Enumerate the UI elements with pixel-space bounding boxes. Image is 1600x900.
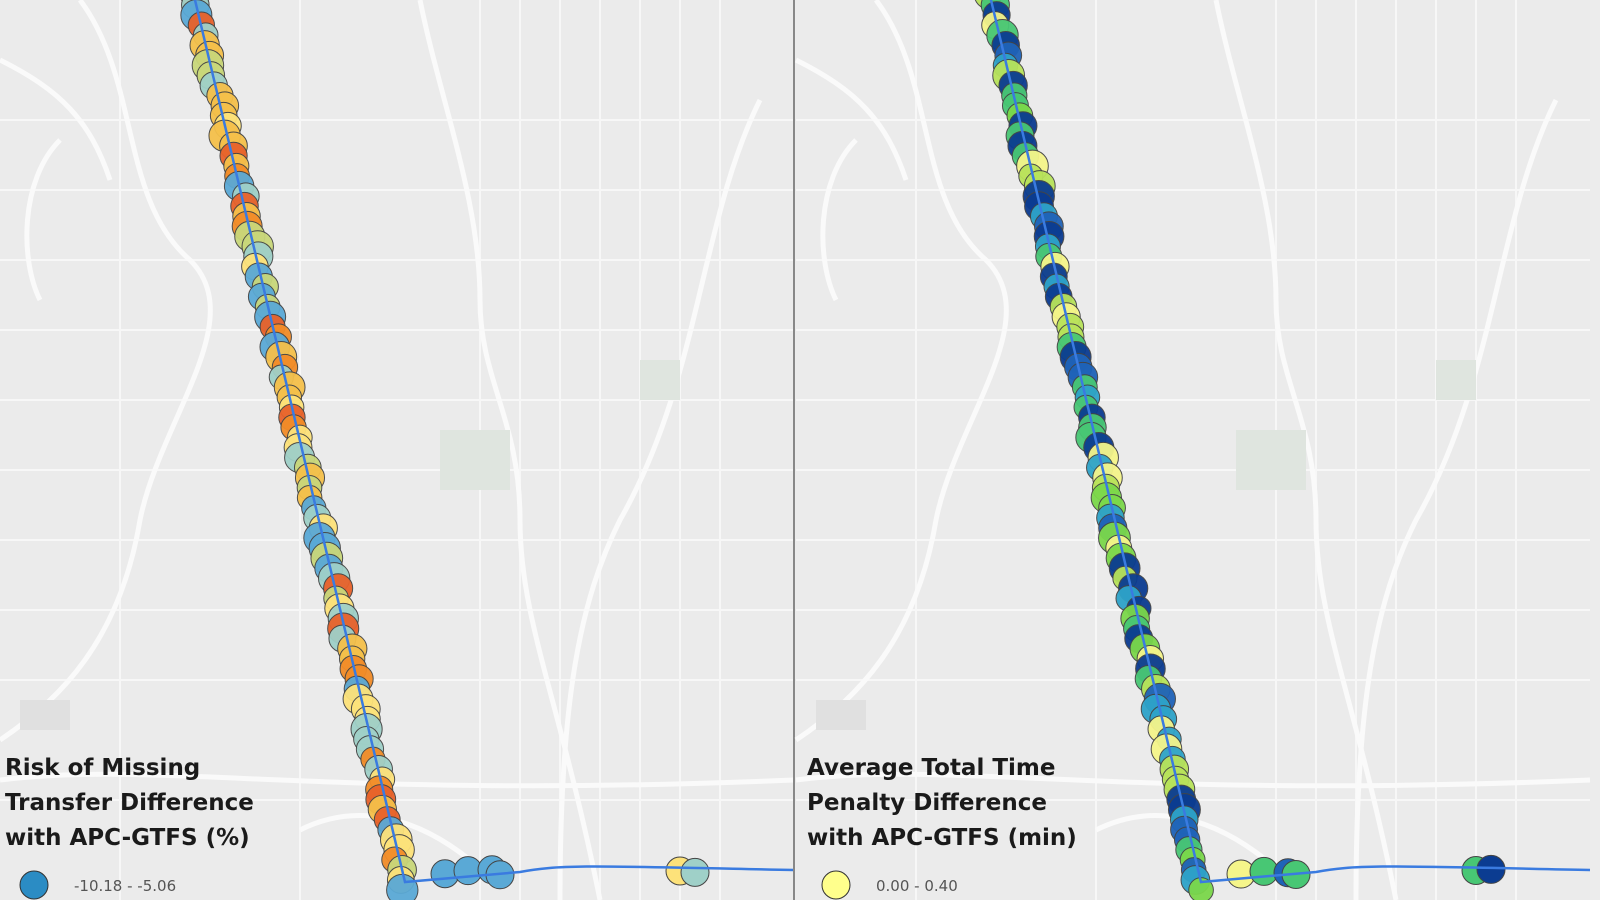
legend-title: with APC-GTFS (%) <box>5 825 250 851</box>
legend-title: Transfer Difference <box>5 790 254 816</box>
stop-marker <box>386 873 419 900</box>
legend-title: Average Total Time <box>807 755 1056 781</box>
legend-title: Penalty Difference <box>807 790 1047 816</box>
legend-label: -10.18 - -5.06 <box>74 877 176 895</box>
stop-marker <box>680 857 710 887</box>
legend-swatch <box>821 870 851 900</box>
legend-title: Risk of Missing <box>5 755 200 781</box>
legend-swatch <box>19 870 49 900</box>
transit-route <box>193 0 795 884</box>
legend-label: 0.00 - 0.40 <box>876 877 958 895</box>
transit-route <box>989 0 1591 884</box>
stop-marker <box>1476 854 1506 884</box>
left-panel: Risk of Missing Transfer Difference with… <box>0 0 794 900</box>
legend-title: with APC-GTFS (min) <box>807 825 1077 851</box>
right-panel: Average Total Time Penalty Difference wi… <box>796 0 1590 900</box>
